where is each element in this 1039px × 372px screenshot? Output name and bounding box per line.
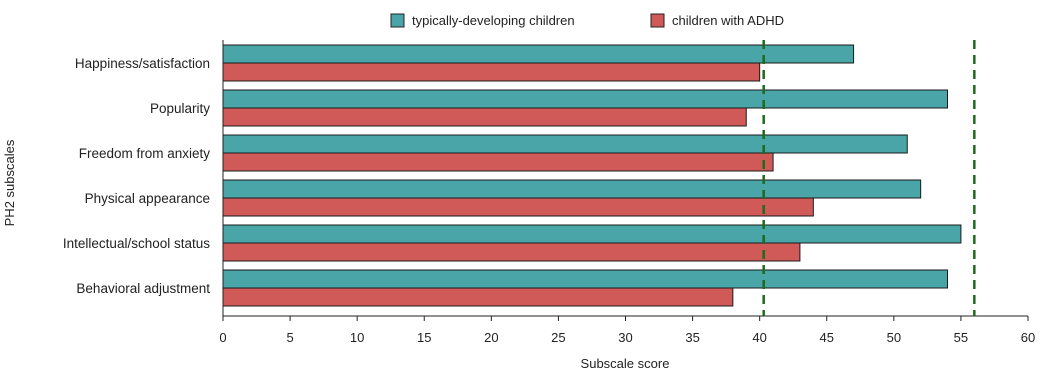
legend-swatch-adhd	[650, 13, 665, 28]
bar-adhd-4	[222, 242, 801, 262]
x-tick-label-15: 15	[417, 330, 431, 345]
legend-label-typical: typically-developing children	[412, 13, 575, 28]
bar-typical-5	[222, 269, 948, 289]
category-label-4: Intellectual/school status	[63, 236, 210, 251]
x-tick-label-0: 0	[219, 330, 226, 345]
category-label-0: Happiness/satisfaction	[75, 56, 210, 71]
bar-typical-2	[222, 134, 908, 154]
x-tick-label-5: 5	[286, 330, 293, 345]
x-axis-title: Subscale score	[581, 356, 670, 371]
x-tick-label-10: 10	[350, 330, 364, 345]
x-tick-label-60: 60	[1021, 330, 1035, 345]
legend-swatch-typical	[390, 13, 405, 28]
x-tick-label-40: 40	[752, 330, 766, 345]
legend-label-adhd: children with ADHD	[672, 13, 784, 28]
category-label-3: Physical appearance	[85, 191, 210, 206]
category-label-2: Freedom from anxiety	[79, 146, 211, 161]
bar-adhd-2	[222, 152, 774, 172]
y-axis-title: PH2 subscales	[2, 139, 17, 226]
bar-typical-4	[222, 224, 962, 244]
x-tick-label-55: 55	[954, 330, 968, 345]
bar-adhd-0	[222, 62, 761, 82]
bar-adhd-5	[222, 287, 734, 307]
x-tick-label-50: 50	[887, 330, 901, 345]
x-tick-label-35: 35	[685, 330, 699, 345]
bar-adhd-3	[222, 197, 814, 217]
bar-typical-1	[222, 89, 948, 109]
category-label-1: Popularity	[150, 101, 210, 116]
x-tick-label-45: 45	[820, 330, 834, 345]
bar-typical-0	[222, 44, 855, 64]
bar-typical-3	[222, 179, 922, 199]
x-tick-label-30: 30	[618, 330, 632, 345]
bar-adhd-1	[222, 107, 747, 127]
category-label-5: Behavioral adjustment	[76, 281, 210, 296]
legend: typically-developing children children w…	[390, 13, 784, 28]
plot-area: Happiness/satisfaction Popularity Freedom …	[63, 40, 1035, 345]
x-tick-label-20: 20	[484, 330, 498, 345]
x-tick-label-25: 25	[551, 330, 565, 345]
